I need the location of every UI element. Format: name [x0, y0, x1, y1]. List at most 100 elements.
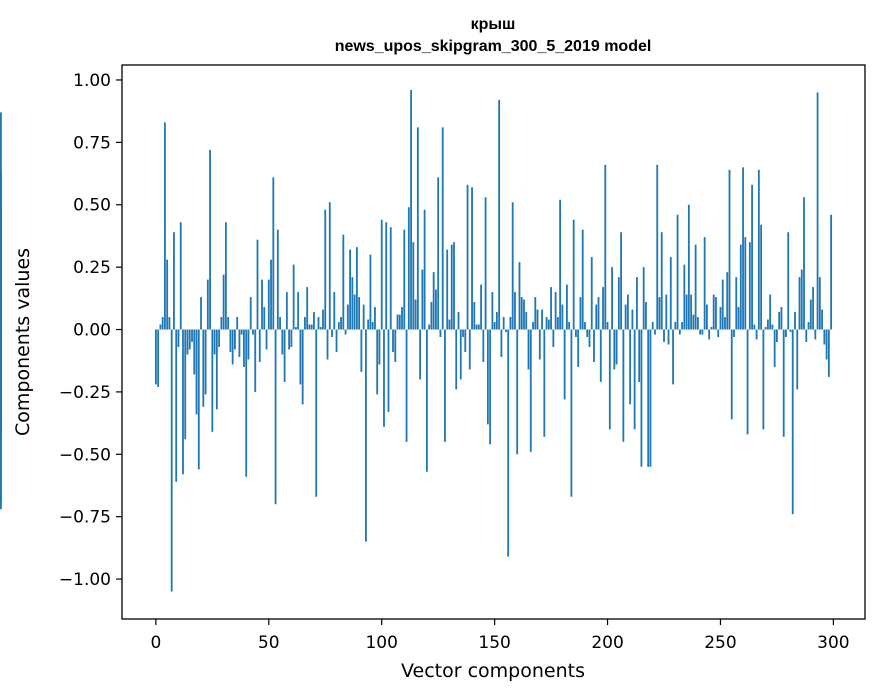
bar [762, 329, 765, 430]
bar [380, 219, 383, 330]
bar [645, 302, 647, 330]
bar [667, 329, 670, 345]
bar [742, 167, 744, 330]
bar [396, 314, 399, 330]
y-tick-label: 0.00 [73, 321, 111, 341]
bar [794, 312, 796, 330]
bar [437, 177, 440, 330]
bar [599, 329, 602, 382]
bar [769, 294, 772, 330]
bar [753, 324, 756, 330]
bar [572, 219, 575, 330]
bar [805, 329, 808, 342]
bar [552, 329, 555, 347]
bar [374, 307, 376, 330]
bar [529, 329, 532, 452]
bar [608, 329, 611, 430]
bar [477, 324, 480, 330]
bar [256, 239, 259, 330]
bar [509, 317, 512, 330]
bar [789, 329, 792, 333]
bar [516, 329, 519, 455]
bar [482, 329, 485, 362]
bar [491, 292, 494, 330]
bar [252, 329, 254, 335]
bar [821, 309, 823, 330]
bar [814, 329, 817, 340]
y-tick-label: 0.50 [73, 196, 111, 216]
bar [728, 169, 731, 330]
y-axis-label: Components values [12, 248, 34, 436]
bar [412, 242, 415, 330]
bar [204, 329, 207, 395]
bar [432, 272, 435, 330]
bar [423, 209, 426, 330]
bar [209, 149, 211, 330]
bar [161, 317, 164, 330]
bar [830, 214, 833, 330]
bar [365, 329, 367, 542]
bar [780, 307, 783, 330]
bar [294, 327, 297, 330]
bar [507, 329, 510, 557]
bar [778, 312, 781, 330]
bar [489, 329, 492, 445]
bar [450, 244, 453, 330]
bar [428, 324, 431, 330]
bar [719, 307, 722, 330]
bar [495, 312, 498, 330]
bar [514, 292, 516, 330]
bar [471, 187, 473, 330]
bar [543, 329, 546, 437]
bar [317, 317, 320, 330]
bar [164, 122, 166, 330]
bar [577, 329, 580, 367]
bar [220, 317, 223, 330]
bar [279, 317, 281, 330]
bar [360, 329, 363, 372]
bar [545, 317, 548, 330]
y-tick-label: 0.25 [73, 258, 111, 278]
bar [701, 329, 704, 335]
bars-group [0, 89, 833, 592]
bar [410, 89, 412, 330]
bar [538, 329, 541, 360]
y-tick-label: 1.00 [73, 71, 111, 91]
bar [658, 297, 661, 330]
bar [791, 329, 794, 515]
bar [547, 319, 550, 330]
bar [439, 329, 442, 338]
bar [710, 327, 713, 330]
bar [751, 184, 753, 330]
bar [261, 279, 263, 330]
bar [177, 329, 180, 347]
bar [197, 329, 200, 470]
bar [683, 264, 686, 330]
bar [414, 299, 417, 330]
bar [687, 204, 690, 330]
bar [480, 284, 482, 330]
bar [787, 232, 790, 330]
bar [457, 312, 460, 330]
bar [401, 307, 403, 330]
bar [0, 112, 2, 330]
bar [166, 259, 169, 330]
bar [823, 329, 826, 345]
bar [200, 297, 202, 330]
bar [157, 329, 160, 387]
bar [202, 329, 205, 407]
bar [315, 329, 318, 497]
bar [536, 309, 539, 330]
bar [455, 329, 458, 390]
bar [636, 277, 638, 330]
bar [444, 329, 446, 442]
bar [288, 329, 291, 350]
x-tick-label: 50 [258, 633, 280, 653]
bar [371, 322, 374, 330]
bar [744, 237, 747, 330]
bar [342, 234, 345, 330]
bar [520, 297, 523, 330]
axes-group: 0 50 100 150 200 250 300 −1.00 −0.75 −0.50 −0.25 0.… [59, 71, 850, 653]
bar [310, 324, 313, 330]
bar [349, 249, 351, 330]
